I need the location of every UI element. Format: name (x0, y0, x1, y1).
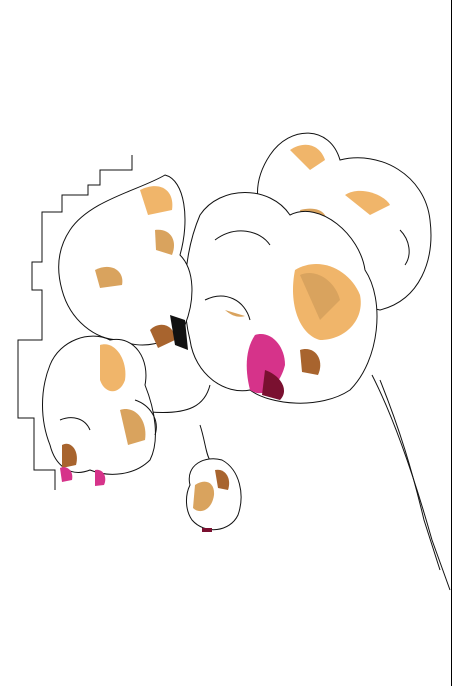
flower-lower-left (42, 335, 157, 486)
flower-center (184, 192, 378, 404)
flower-upper-left (58, 174, 193, 350)
branch-2 (199, 424, 211, 461)
stepped-outline (17, 155, 133, 490)
stem-inner (379, 379, 441, 571)
flower-bud (186, 458, 242, 532)
right-border-line (451, 0, 452, 686)
stem (371, 374, 451, 591)
